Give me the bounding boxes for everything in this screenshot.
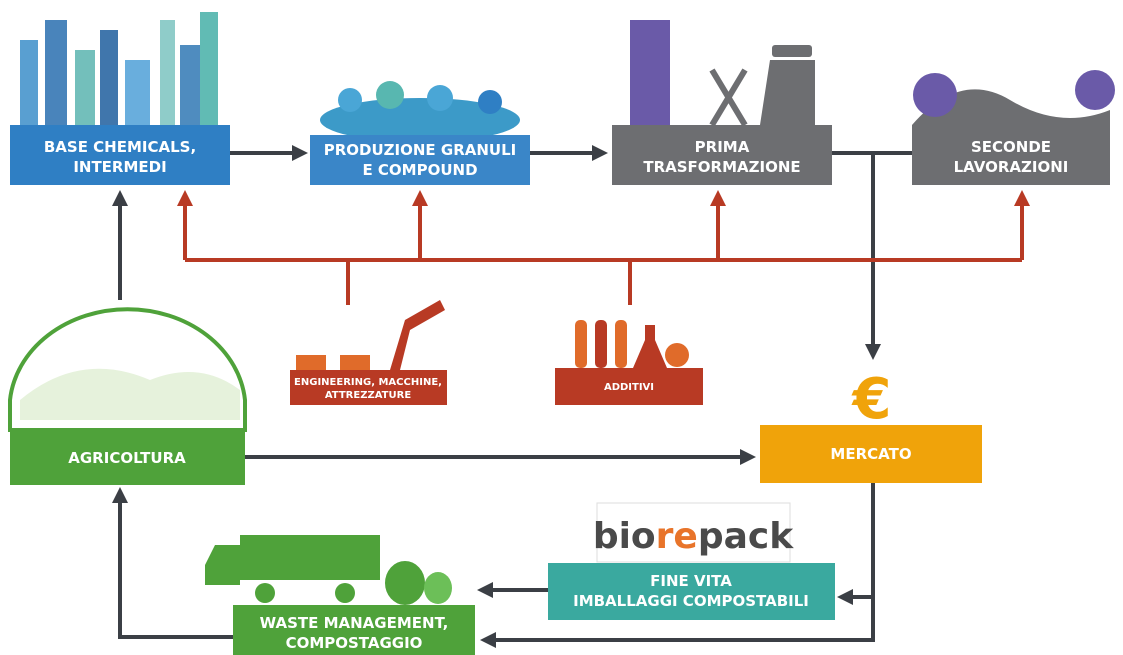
node-label: WASTE MANAGEMENT, [260,614,449,632]
node-label: PRIMA [695,138,750,156]
node-label: E COMPOUND [362,161,477,179]
logo-part: pack [698,516,794,557]
node-label: TRASFORMAZIONE [643,158,800,176]
logo-part: bio [593,516,656,557]
node-label: BASE CHEMICALS, [44,138,196,156]
icons [10,12,1115,605]
node-label: IMBALLAGGI COMPOSTABILI [573,592,809,610]
node-label: LAVORAZIONI [954,158,1069,176]
node-label: SECONDE [971,138,1051,156]
node-label: COMPOSTAGGIO [286,634,423,652]
logo: biorepack [593,516,794,557]
node-label: ADDITIVI [604,382,654,393]
euro-symbol: € [851,367,892,432]
node-label: PRODUZIONE GRANULI [324,141,517,159]
node-label: FINE VITA [650,572,732,590]
node-label: ATTREZZATURE [325,390,411,401]
node-label: MERCATO [830,445,911,463]
logo-part: re [656,516,698,557]
node-label: AGRICOLTURA [68,449,186,467]
diagram: BASE CHEMICALS, INTERMEDI PRODUZIONE GRA… [0,0,1123,655]
node-label: INTERMEDI [73,158,166,176]
node-label: ENGINEERING, MACCHINE, [294,377,442,388]
